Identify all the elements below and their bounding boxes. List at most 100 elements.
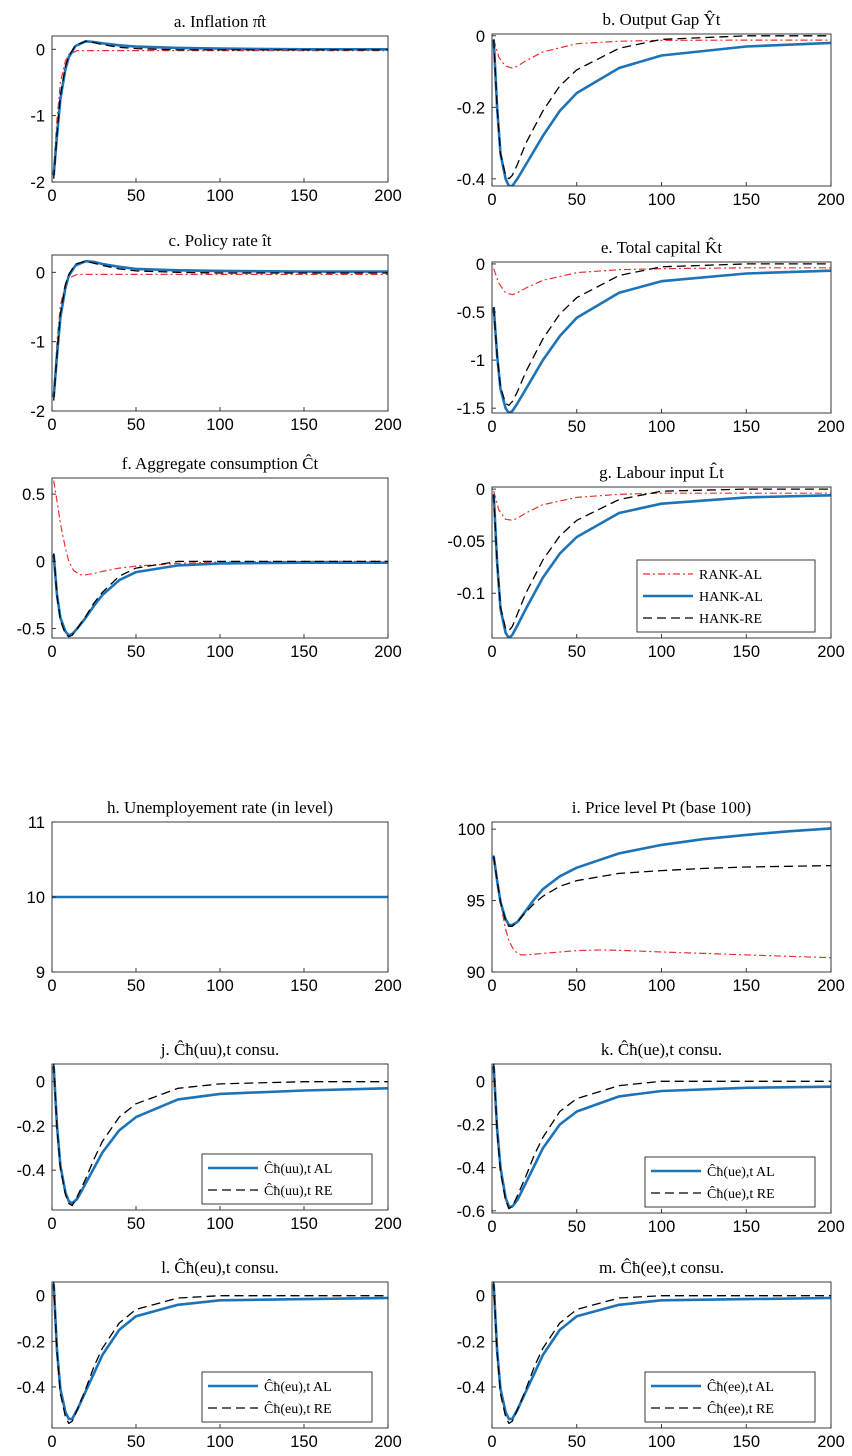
- x-tick-label: 50: [127, 643, 145, 661]
- y-tick-label: 0: [476, 256, 485, 274]
- legend-label: Ĉħ(ue),t RE: [707, 1185, 775, 1202]
- x-tick-label: 0: [487, 1433, 496, 1451]
- x-tick-label: 50: [127, 1433, 145, 1451]
- y-tick-label: 10: [27, 889, 45, 907]
- panel-title: b. Output Gap Ŷt: [602, 10, 720, 29]
- y-tick-label: -0.4: [457, 1160, 485, 1178]
- y-tick-label: -0.4: [17, 1379, 45, 1397]
- legend-box: [644, 1156, 816, 1208]
- series-line--eu-t-re: [53, 1282, 388, 1425]
- y-tick-label: -1.5: [457, 400, 485, 418]
- panel-title: e. Total capital K̂t: [601, 238, 723, 257]
- y-tick-label: -1: [470, 352, 485, 370]
- x-tick-label: 100: [648, 191, 676, 209]
- panel-6: g. Labour input L̂t 0 50 100 150 200 -0.1 -0.05…: [447, 463, 844, 661]
- y-tick-label: 0: [476, 1288, 485, 1306]
- panel-title: c. Policy rate ît: [169, 231, 272, 250]
- panel-10: k. Ĉħ(ue),t consu. 0 50 100 150 200 -0.6 -0.4 -0…: [457, 1040, 845, 1236]
- x-tick-label: 200: [817, 1218, 845, 1236]
- panel-title: l. Ĉħ(eu),t consu.: [161, 1258, 279, 1277]
- series-line-rank-al: [493, 491, 831, 521]
- x-tick-label: 0: [47, 977, 56, 995]
- x-tick-label: 200: [374, 643, 402, 661]
- series-line-rank-al: [493, 854, 831, 959]
- y-tick-label: -2: [30, 403, 45, 421]
- legend: RANK-AL HANK-AL HANK-RE: [636, 559, 816, 633]
- legend-label: Ĉħ(uu),t AL: [264, 1160, 332, 1177]
- y-tick-label: -0.4: [17, 1162, 45, 1180]
- legend-label: Ĉħ(ee),t AL: [707, 1378, 774, 1395]
- x-tick-label: 100: [206, 1215, 234, 1233]
- x-tick-label: 150: [732, 643, 760, 661]
- legend-label: Ĉħ(eu),t RE: [264, 1400, 332, 1417]
- x-tick-label: 200: [374, 416, 402, 434]
- series-line-hank-re: [53, 260, 388, 401]
- panel-title: g. Labour input L̂t: [599, 463, 724, 482]
- panel-title: k. Ĉħ(ue),t consu.: [601, 1040, 722, 1059]
- series-line-rank-al: [493, 39, 831, 69]
- x-tick-label: 200: [374, 187, 402, 205]
- series-line-hank-al: [52, 259, 388, 398]
- x-tick-label: 150: [290, 416, 318, 434]
- series-line-hank-al: [492, 827, 831, 927]
- y-tick-label: -0.2: [457, 1333, 485, 1351]
- x-tick-label: 50: [568, 977, 586, 995]
- panel-title: f. Aggregate consumption Ĉt: [122, 454, 319, 473]
- x-tick-label: 50: [568, 1218, 586, 1236]
- series-line-hank-al: [492, 39, 831, 186]
- legend-box: [201, 1371, 373, 1423]
- series-line-hank-re: [493, 856, 831, 927]
- y-tick-label: -0.5: [17, 621, 45, 639]
- legend: Ĉħ(eu),t AL Ĉħ(eu),t RE: [201, 1371, 373, 1423]
- axes-box: [51, 35, 389, 183]
- series-line-hank-al: [492, 269, 831, 413]
- x-tick-label: 100: [648, 1433, 676, 1451]
- legend: Ĉħ(uu),t AL Ĉħ(uu),t RE: [201, 1153, 373, 1205]
- y-tick-label: 0: [476, 481, 485, 499]
- y-tick-label: 11: [28, 814, 45, 832]
- x-tick-label: 50: [127, 1215, 145, 1233]
- x-tick-label: 100: [648, 418, 676, 436]
- y-tick-label: 90: [467, 964, 485, 982]
- panel-title: j. Ĉħ(uu),t consu.: [160, 1040, 280, 1059]
- axes-box: [51, 477, 389, 639]
- y-tick-label: 0: [36, 553, 45, 571]
- x-tick-label: 150: [732, 1433, 760, 1451]
- series-line-hank-al: [52, 40, 388, 176]
- x-tick-label: 150: [732, 1218, 760, 1236]
- x-tick-label: 200: [817, 1433, 845, 1451]
- series-line-hank-re: [493, 263, 831, 406]
- series-line--ee-t-re: [493, 1282, 831, 1425]
- panel-title: h. Unemployement rate (in level): [107, 798, 333, 817]
- y-tick-label: -0.2: [457, 99, 485, 117]
- series-line--uu-t-re: [53, 1064, 388, 1207]
- legend-label: HANK-RE: [699, 612, 762, 627]
- series-line-rank-al: [53, 480, 388, 576]
- panel-5: f. Aggregate consumption Ĉt 0 50 100 150 200 -…: [17, 454, 402, 661]
- panel-7: h. Unemployement rate (in level) 0 50 100 15…: [27, 798, 402, 995]
- y-tick-label: 95: [467, 893, 485, 911]
- axes-box: [491, 261, 832, 414]
- x-tick-label: 0: [47, 1215, 56, 1233]
- series-line-hank-al: [52, 554, 388, 637]
- y-tick-label: 0.5: [22, 486, 45, 504]
- y-tick-label: -0.4: [457, 1379, 485, 1397]
- panel-title: a. Inflation π̂t: [174, 12, 266, 31]
- panel-2: b. Output Gap Ŷt 0 50 100 150 200 -0.4 -0.2 0: [457, 10, 845, 209]
- series-line--eu-t-al: [52, 1284, 388, 1421]
- x-tick-label: 50: [568, 418, 586, 436]
- panel-9: j. Ĉħ(uu),t consu. 0 50 100 150 200 -0.4 -0.2 0 Ĉ…: [17, 1040, 402, 1233]
- y-tick-label: -2: [30, 174, 45, 192]
- y-tick-label: 0: [36, 264, 45, 282]
- y-tick-label: -0.2: [17, 1333, 45, 1351]
- series-line-rank-al: [53, 273, 388, 394]
- legend-label: HANK-AL: [699, 590, 763, 605]
- x-tick-label: 0: [487, 191, 496, 209]
- x-tick-label: 100: [206, 643, 234, 661]
- x-tick-label: 0: [47, 416, 56, 434]
- y-tick-label: -0.2: [457, 1116, 485, 1134]
- x-tick-label: 0: [487, 418, 496, 436]
- legend-label: Ĉħ(uu),t RE: [264, 1182, 332, 1199]
- x-tick-label: 100: [206, 1433, 234, 1451]
